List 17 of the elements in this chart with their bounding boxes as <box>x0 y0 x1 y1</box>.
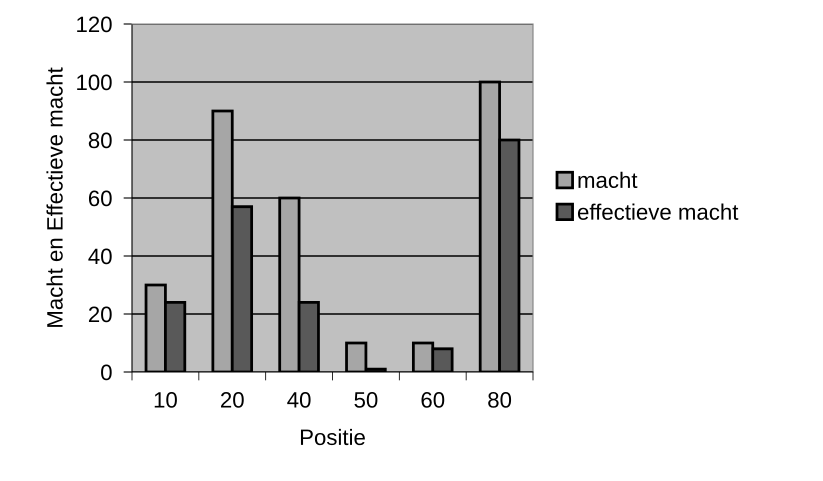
y-axis-title: Macht en Effectieve macht <box>46 67 63 327</box>
x-axis-title: Positie <box>300 428 365 446</box>
x-tick-label: 20 <box>221 392 244 408</box>
y-tick-label: 0 <box>101 364 112 380</box>
y-tick-label: 20 <box>88 306 112 322</box>
x-tick-label: 60 <box>422 392 444 408</box>
y-tick-label: 80 <box>88 132 112 148</box>
y-tick-label: 120 <box>77 16 112 32</box>
y-tick-label: 100 <box>77 74 112 90</box>
x-tick-label: 10 <box>154 392 177 408</box>
legend-label: macht <box>578 172 638 188</box>
x-tick-label: 80 <box>488 392 512 408</box>
y-tick-label: 60 <box>88 190 112 206</box>
x-tick-label: 50 <box>354 392 378 408</box>
legend-label: effectieve macht <box>578 204 738 220</box>
y-tick-label: 40 <box>88 248 112 264</box>
x-tick-label: 40 <box>287 392 311 408</box>
